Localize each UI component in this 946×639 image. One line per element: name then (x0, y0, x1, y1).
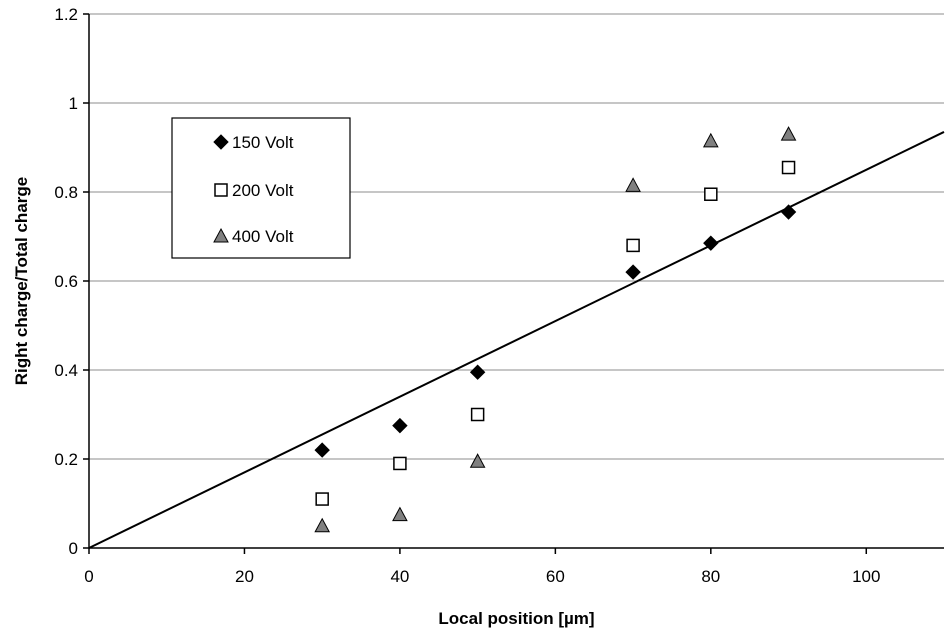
fit-line-group (88, 131, 945, 549)
legend-box (171, 117, 351, 259)
point-series-2 (470, 407, 485, 422)
point-series-1 (703, 235, 719, 251)
y-tick-label: 0.6 (54, 272, 78, 291)
y-tick-label: 1 (69, 94, 78, 113)
point-series-1 (392, 417, 408, 434)
point-series-3 (314, 517, 331, 533)
fit-line (88, 131, 945, 549)
point-series-3 (392, 506, 408, 522)
x-tick-label: 100 (852, 567, 880, 586)
y-tick-label: 0.2 (54, 450, 78, 469)
point-series-2 (781, 160, 796, 175)
x-tick-label: 0 (84, 567, 93, 586)
point-series-3 (625, 177, 641, 192)
legend-label-3: 400 Volt (232, 227, 294, 246)
axes (83, 13, 944, 554)
tick-labels: 0 0.2 0.4 0.6 0.8 1 1.2 0 20 40 60 80 100 (54, 5, 880, 586)
x-tick-label: 80 (701, 567, 720, 586)
point-series-3 (702, 132, 719, 148)
data-points (314, 126, 797, 533)
y-tick-label: 0.4 (54, 361, 78, 380)
x-tick-label: 40 (390, 567, 409, 586)
x-tick-label: 20 (235, 567, 254, 586)
legend-marker-1 (213, 134, 229, 150)
y-axis-title: Right charge/Total charge (12, 177, 31, 385)
point-series-1 (625, 264, 641, 280)
y-tick-label: 0.8 (54, 183, 78, 202)
legend-label-2: 200 Volt (232, 181, 294, 200)
point-series-1 (314, 442, 330, 458)
point-series-1 (469, 364, 486, 380)
y-tick-label: 0 (69, 539, 78, 558)
point-series-3 (780, 126, 797, 141)
point-series-2 (315, 492, 329, 506)
legend: 150 Volt 200 Volt 400 Volt (171, 117, 351, 259)
point-series-2 (393, 456, 407, 471)
point-series-2 (704, 187, 718, 201)
x-tick-label: 60 (546, 567, 565, 586)
point-series-2 (626, 238, 640, 253)
point-series-1 (780, 204, 797, 220)
legend-marker-2 (214, 183, 228, 197)
legend-label-1: 150 Volt (232, 133, 294, 152)
point-series-3 (469, 453, 486, 468)
legend-marker-3 (213, 227, 229, 243)
y-tick-label: 1.2 (54, 5, 78, 24)
x-axis-title: Local position [µm] (438, 609, 594, 628)
